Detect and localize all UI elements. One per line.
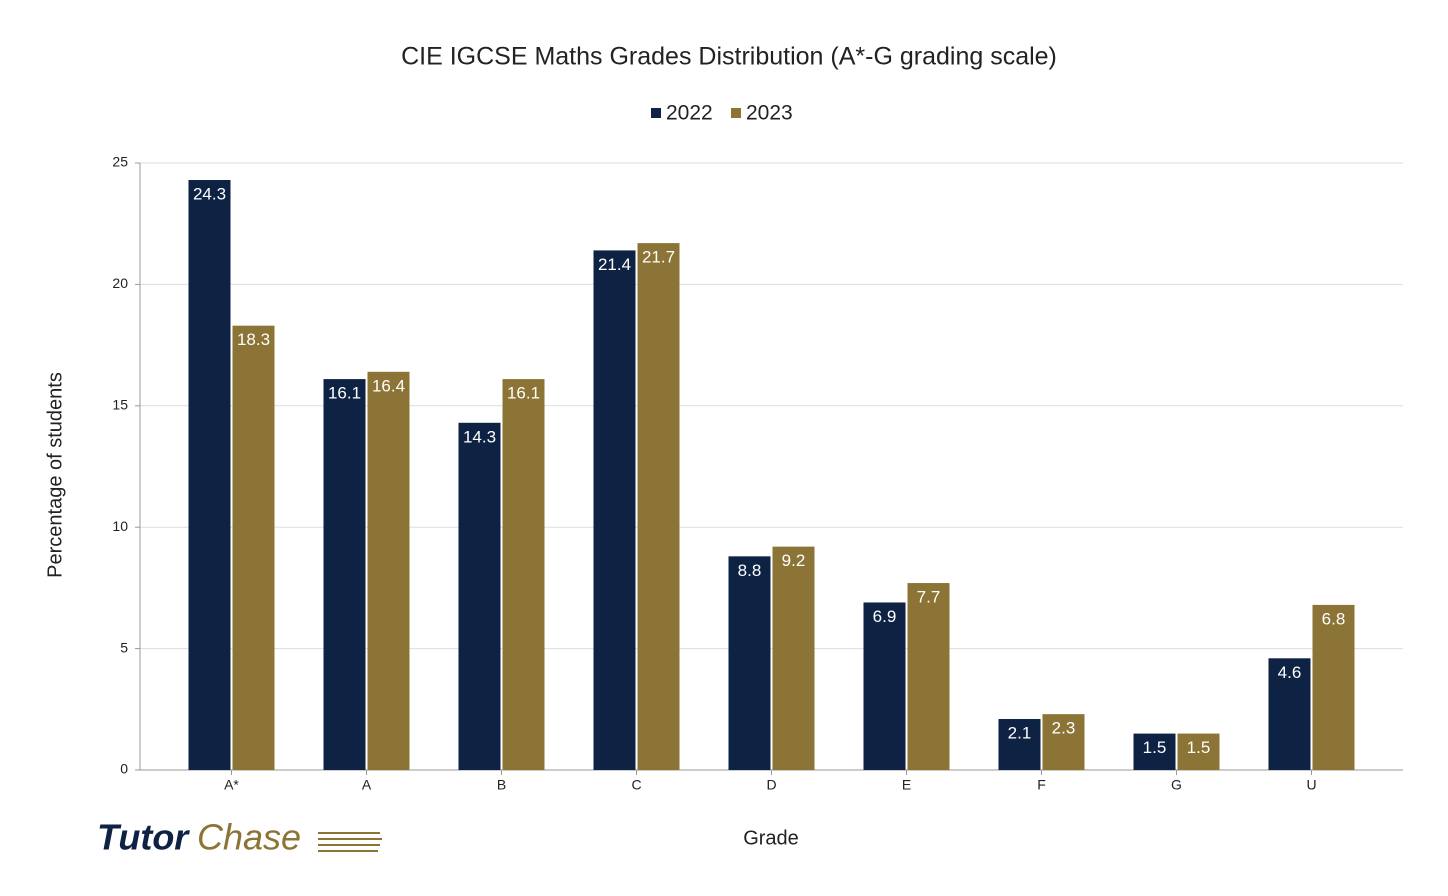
bar xyxy=(1177,733,1220,770)
value-label: 16.4 xyxy=(372,376,405,395)
bar xyxy=(593,250,636,770)
x-tick-label: D xyxy=(766,777,776,793)
x-axis-label: Grade xyxy=(743,827,799,849)
bar xyxy=(367,371,410,770)
value-label: 6.8 xyxy=(1322,609,1346,628)
y-tick-label: 10 xyxy=(112,518,128,534)
bar xyxy=(772,546,815,770)
chart-title: CIE IGCSE Maths Grades Distribution (A*-… xyxy=(401,43,1057,71)
value-label: 16.1 xyxy=(507,384,540,403)
bar xyxy=(728,556,771,770)
bar xyxy=(998,719,1041,770)
bar xyxy=(323,379,366,770)
value-label: 9.2 xyxy=(782,551,806,570)
value-label: 21.4 xyxy=(598,255,631,274)
legend-label: 2023 xyxy=(746,102,793,125)
logo-lines xyxy=(318,832,382,852)
logo-text: Chase xyxy=(197,817,301,858)
x-tick-label: C xyxy=(631,777,641,793)
value-label: 2.3 xyxy=(1052,719,1076,738)
value-label: 6.9 xyxy=(873,607,897,626)
bar xyxy=(232,325,275,770)
x-tick-label: A xyxy=(362,777,372,793)
value-label: 1.5 xyxy=(1143,738,1167,757)
x-tick-label: B xyxy=(497,777,506,793)
value-label: 1.5 xyxy=(1187,738,1211,757)
logo-text: Tutor xyxy=(97,817,190,858)
x-tick-label: A* xyxy=(224,777,239,793)
value-label: 24.3 xyxy=(193,184,226,203)
bar xyxy=(188,179,231,771)
x-tick-label: G xyxy=(1171,777,1182,793)
value-label: 7.7 xyxy=(917,588,941,607)
x-tick-label: U xyxy=(1306,777,1316,793)
x-tick-label: F xyxy=(1037,777,1046,793)
y-tick-label: 20 xyxy=(112,275,128,291)
value-label: 2.1 xyxy=(1008,723,1032,742)
value-label: 16.1 xyxy=(328,384,361,403)
bar xyxy=(1133,733,1176,770)
bar xyxy=(1268,658,1311,770)
bar xyxy=(907,583,950,770)
y-tick-label: 15 xyxy=(112,397,128,413)
value-label: 18.3 xyxy=(237,330,270,349)
y-tick-label: 0 xyxy=(120,761,128,777)
logo: Tutor Chase xyxy=(97,817,382,858)
bar xyxy=(458,422,501,770)
bar xyxy=(863,602,906,770)
value-label: 14.3 xyxy=(463,427,496,446)
y-tick-label: 25 xyxy=(112,154,128,170)
x-tick-label: E xyxy=(902,777,911,793)
legend-swatch xyxy=(731,108,741,118)
value-label: 4.6 xyxy=(1278,663,1302,682)
bar xyxy=(637,243,680,770)
value-label: 21.7 xyxy=(642,248,675,267)
y-axis-label: Percentage of students xyxy=(44,372,66,578)
legend-label: 2022 xyxy=(666,102,713,125)
bar xyxy=(502,379,545,770)
value-label: 8.8 xyxy=(738,561,762,580)
bar xyxy=(1042,714,1085,770)
bar xyxy=(1312,604,1355,770)
legend-swatch xyxy=(651,108,661,118)
y-tick-label: 5 xyxy=(120,639,128,655)
